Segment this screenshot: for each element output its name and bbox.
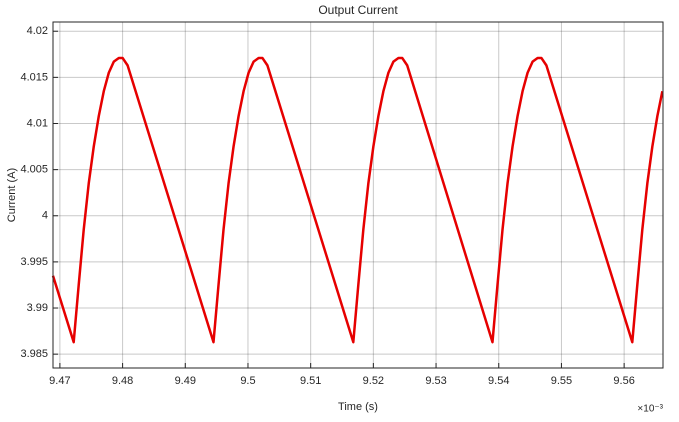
plot-frame <box>52 21 664 369</box>
y-tick-label: 3.985 <box>20 348 48 360</box>
x-tick-label: 9.51 <box>300 375 321 387</box>
x-tick-label: 9.53 <box>425 375 446 387</box>
x-tick-label: 9.54 <box>488 375 509 387</box>
x-tick-label: 9.52 <box>363 375 384 387</box>
data-line <box>51 56 664 344</box>
y-tick-label: 4.01 <box>27 117 48 129</box>
y-tick-label: 4 <box>42 210 48 222</box>
x-tick-label: 9.56 <box>613 375 634 387</box>
x-axis-label: Time (s) <box>338 401 378 413</box>
y-tick-label: 3.995 <box>20 256 48 268</box>
y-tick-label: 4.005 <box>20 164 48 176</box>
x-tick-label: 9.49 <box>175 375 196 387</box>
y-tick-label: 3.99 <box>27 302 48 314</box>
x-tick-label: 9.5 <box>240 375 255 387</box>
y-tick-label: 4.015 <box>20 71 48 83</box>
y-tick-label: 4.02 <box>27 25 48 37</box>
x-axis-multiplier: ×10⁻³ <box>637 404 663 415</box>
x-tick-label: 9.47 <box>49 375 70 387</box>
x-tick-label: 9.55 <box>551 375 572 387</box>
y-axis-label: Current (A) <box>6 168 18 222</box>
x-tick-label: 9.48 <box>112 375 133 387</box>
chart-title: Output Current <box>318 3 398 17</box>
plot-area <box>53 22 663 368</box>
